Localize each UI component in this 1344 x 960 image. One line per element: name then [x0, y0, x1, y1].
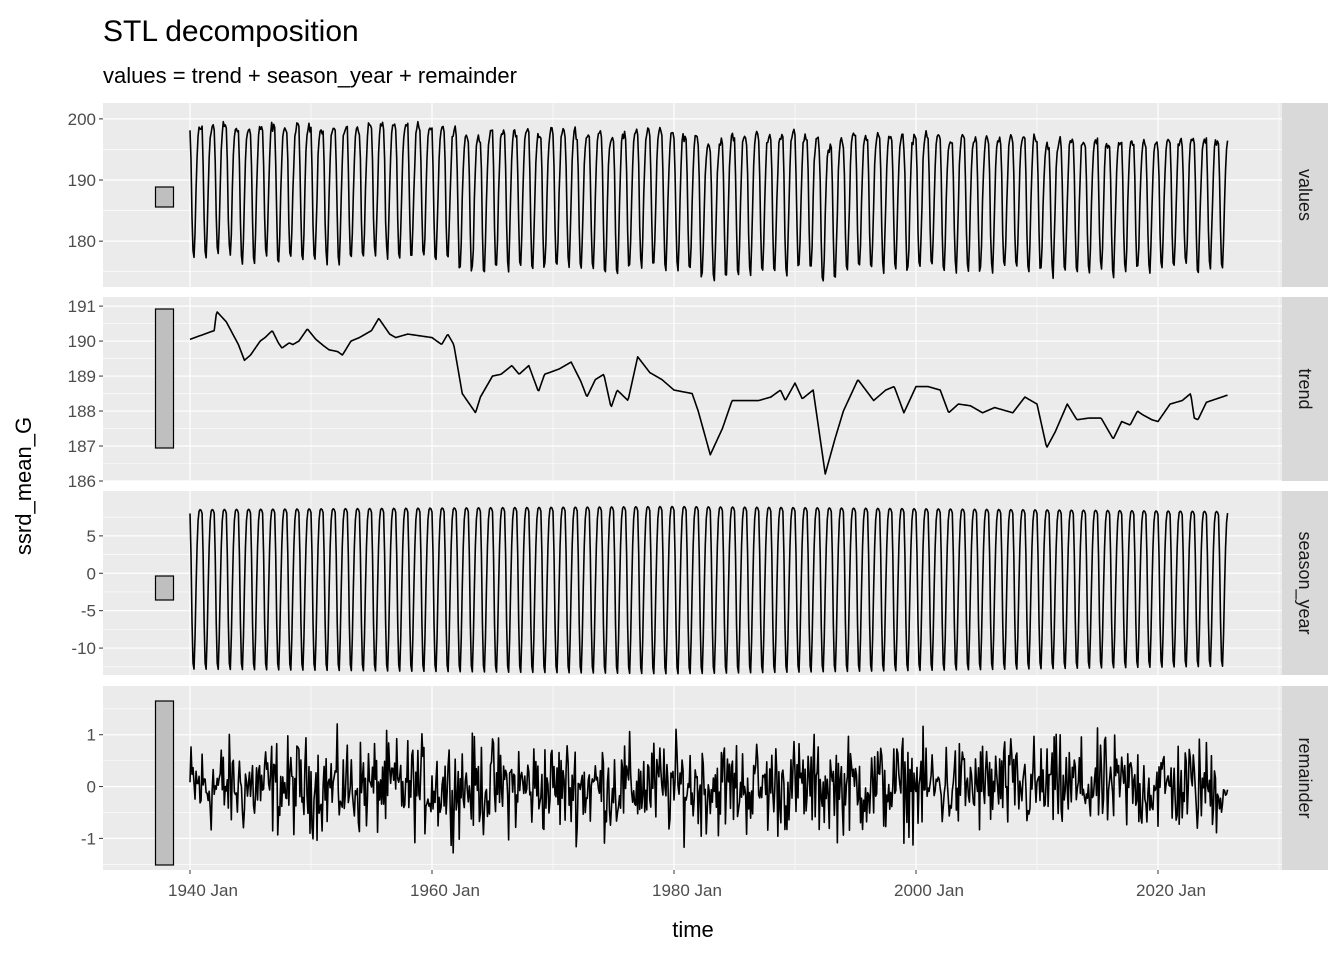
panel-background: [103, 297, 1282, 481]
strip-label: values: [1295, 169, 1315, 221]
panel-values: 180 190 200 values: [68, 103, 1328, 287]
y-tick-label: 180: [68, 232, 96, 251]
x-tick-label: 2000 Jan: [894, 881, 964, 900]
strip-label: season_year: [1294, 531, 1315, 634]
chart-subtitle: values = trend + season_year + remainder: [103, 63, 517, 88]
y-tick-label: 188: [68, 402, 96, 421]
y-tick-label: 0: [87, 564, 96, 583]
x-axis-label: time: [672, 917, 714, 942]
panel-remainder: -1 0 1 remainder: [81, 686, 1328, 870]
scale-bar: [154, 186, 175, 208]
series-line-remainder: [189, 723, 1229, 854]
panel-background: [103, 686, 1282, 870]
x-tick-label: 1960 Jan: [410, 881, 480, 900]
y-tick-label: 0: [87, 778, 96, 797]
x-tick-label: 1940 Jan: [168, 881, 238, 900]
strip-values: [1282, 103, 1328, 287]
series-line-values: [189, 120, 1229, 282]
x-tick-label: 2020 Jan: [1136, 881, 1206, 900]
y-tick-label: 5: [87, 527, 96, 546]
scale-bar: [154, 700, 175, 866]
y-tick-label: -1: [81, 829, 96, 848]
y-tick-label: 189: [68, 367, 96, 386]
y-tick-label: 190: [68, 332, 96, 351]
panel-trend: 186 187 188 189 190 191 trend: [68, 297, 1328, 491]
y-tick-label: -5: [81, 602, 96, 621]
y-tick-label: 191: [68, 297, 96, 316]
y-tick-label: 190: [68, 171, 96, 190]
y-axis-label: ssrd_mean_G: [11, 417, 36, 555]
strip-label: remainder: [1295, 737, 1315, 818]
x-tick-label: 1980 Jan: [652, 881, 722, 900]
strip-label: trend: [1295, 368, 1315, 409]
series-line-trend: [189, 311, 1228, 475]
panel-season_year: -10 -5 0 5 season_year: [71, 491, 1328, 675]
strip-trend: [1282, 297, 1328, 481]
strip-remainder: [1282, 686, 1328, 870]
series-line-season_year: [189, 505, 1229, 675]
y-tick-label: 187: [68, 437, 96, 456]
strip-season_year: [1282, 491, 1328, 675]
y-tick-label: -10: [71, 639, 96, 658]
y-tick-label: 1: [87, 726, 96, 745]
scale-bar: [154, 575, 175, 601]
chart-title: STL decomposition: [103, 15, 359, 48]
y-tick-label: 186: [68, 472, 96, 491]
scale-bar: [154, 308, 175, 449]
y-tick-label: 200: [68, 110, 96, 129]
